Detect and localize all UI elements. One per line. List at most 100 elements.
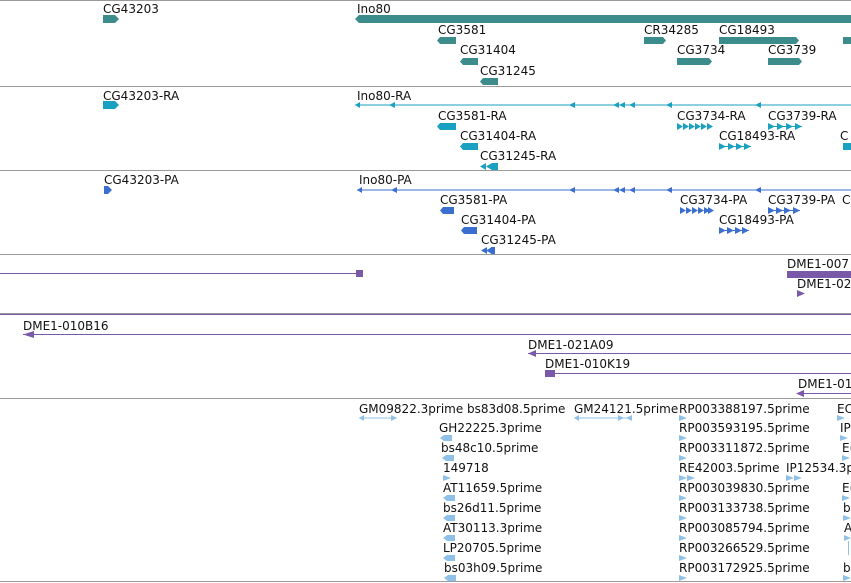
- est-line: [574, 415, 632, 421]
- est-arrow: [679, 535, 687, 541]
- est-arrow: [842, 455, 850, 461]
- feature-label: CG18493-PA: [719, 213, 794, 227]
- protein-arrow: [440, 207, 454, 214]
- feature-label: CG3581-RA: [438, 109, 507, 123]
- feature-label: DME1-010B16: [23, 319, 109, 333]
- feature-label: IP12534.3p: [786, 461, 851, 475]
- feature-label: RP003085794.5prime: [679, 521, 810, 535]
- feature-label: DME1-021A09: [528, 338, 614, 352]
- est-arrow: [679, 415, 687, 421]
- feature-label: CG31404-RA: [460, 129, 537, 143]
- protein-line: [357, 187, 851, 193]
- est-arrow: [442, 455, 454, 461]
- feature-label: CG43203: [103, 2, 159, 16]
- feature-label: LP20705.5prime: [443, 541, 542, 555]
- feature-label: E(: [842, 441, 851, 455]
- feature-label: CG31245-PA: [481, 233, 556, 247]
- feature-label: RP003266529.5prime: [679, 541, 810, 555]
- est-arrow: [843, 515, 851, 521]
- track-divider: [0, 313, 851, 314]
- feature-label-clipped: C: [840, 129, 849, 143]
- gene-bar: [355, 15, 851, 23]
- est-arrow: [679, 515, 687, 521]
- feature-label: b: [843, 561, 851, 575]
- est-arrow: [444, 575, 456, 581]
- feature-label-clipped: C: [842, 193, 851, 207]
- est-arrow: [443, 475, 451, 481]
- feature-label: RP003172925.5prime: [679, 561, 810, 575]
- transcript-arrow: [437, 123, 456, 130]
- track-divider: [0, 170, 851, 171]
- feature-label: DME1-01: [798, 377, 851, 391]
- est-arrow: [443, 555, 455, 561]
- feature-label: DME1-02: [797, 277, 851, 291]
- feature-label: CG3739-PA: [768, 193, 836, 207]
- feature-label: CG18493: [719, 23, 775, 37]
- gene-arrow: [843, 37, 851, 44]
- transcript-arrow: [460, 143, 478, 150]
- feature-label: 149718: [443, 461, 489, 475]
- feature-label: RP003133738.5prime: [679, 501, 810, 515]
- transcript-arrow: [677, 123, 713, 130]
- clone-line: [0, 314, 851, 315]
- est-arrow: [679, 455, 687, 461]
- protein-arrow: [768, 207, 800, 214]
- feature-label: bs03h09.5prime: [444, 561, 543, 575]
- feature-label: RP003388197.5prime: [679, 402, 810, 416]
- feature-label: E(: [842, 481, 851, 495]
- gene-arrow: [677, 58, 712, 65]
- track-divider: [0, 254, 851, 255]
- gene-arrow: [768, 58, 802, 65]
- gene-arrow: [460, 58, 478, 65]
- track-divider: [0, 86, 851, 87]
- feature-label: CG3581: [438, 23, 487, 37]
- gene-arrow: [480, 78, 498, 85]
- feature-label: EC: [837, 402, 851, 416]
- feature-label: RP003039830.5prime: [679, 481, 810, 495]
- feature-label: DME1-010K19: [545, 357, 631, 371]
- feature-label: CG3734: [677, 43, 726, 57]
- feature-label: Ino80: [357, 2, 391, 16]
- track-divider: [0, 581, 851, 582]
- track-divider: [0, 398, 851, 399]
- est-arrow: [679, 475, 695, 481]
- gene-arrow: [644, 37, 666, 44]
- clone-arrow: [787, 271, 851, 278]
- feature-label: RP003311872.5prime: [679, 441, 810, 455]
- clone-line: [0, 270, 363, 277]
- est-arrow: [844, 535, 851, 541]
- feature-label: CG31245: [480, 64, 536, 78]
- protein-arrow: [719, 227, 749, 234]
- est-arrow: [848, 541, 849, 555]
- feature-label: CG3734-PA: [680, 193, 748, 207]
- feature-label: CG18493-RA: [719, 129, 796, 143]
- feature-label: bs48c10.5prime: [441, 441, 539, 455]
- est-arrow: [443, 495, 455, 501]
- protein-arrow: [481, 247, 495, 254]
- feature-label: IP: [840, 421, 851, 435]
- feature-label: b: [843, 501, 851, 515]
- est-arrow: [843, 575, 851, 581]
- est-line: [359, 415, 397, 421]
- clone-line: [23, 331, 851, 338]
- gene-arrow: [719, 37, 799, 44]
- feature-label: A: [844, 521, 851, 535]
- protein-arrow: [461, 227, 477, 234]
- feature-label: CR34285: [644, 23, 699, 37]
- clone-arrow: [797, 290, 805, 297]
- feature-label: CG3734-RA: [677, 109, 746, 123]
- transcript-line: [355, 102, 851, 108]
- feature-label: CG3739: [768, 43, 817, 57]
- clone-line: [528, 350, 851, 357]
- feature-label: CG31404-PA: [461, 213, 536, 227]
- feature-label: bs26d11.5prime: [443, 501, 542, 515]
- est-arrow: [440, 435, 452, 441]
- protein-arrow: [680, 207, 714, 214]
- feature-label: Ino80-PA: [359, 173, 412, 187]
- feature-label: DME1-007: [787, 257, 850, 271]
- feature-label: Ino80-RA: [357, 89, 412, 103]
- feature-label: CG3581-PA: [440, 193, 508, 207]
- feature-label: CG43203-RA: [103, 89, 180, 103]
- feature-label: RE42003.5prime: [679, 461, 780, 475]
